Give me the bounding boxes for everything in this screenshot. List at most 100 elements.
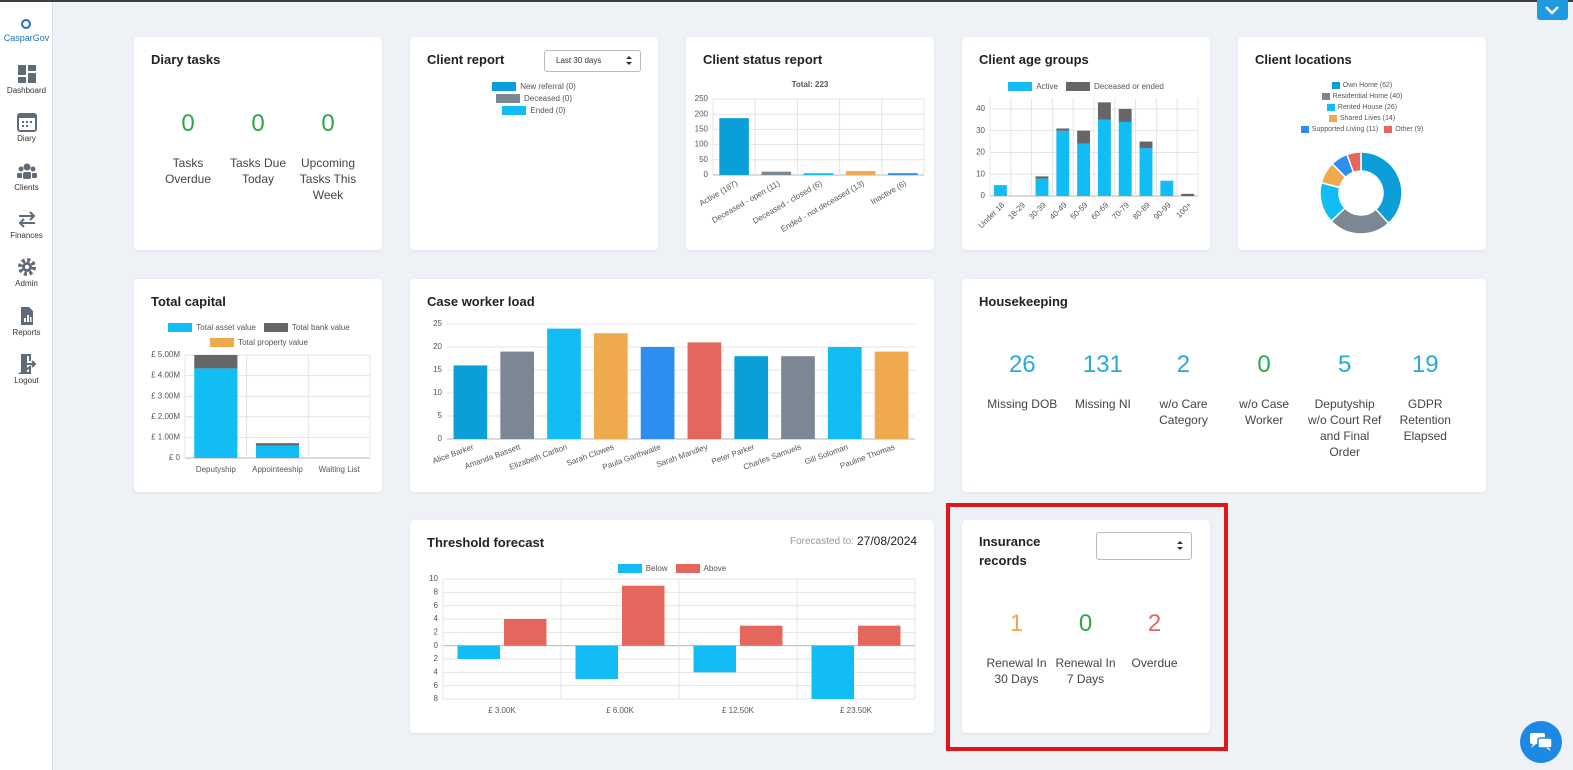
bar <box>1056 128 1070 131</box>
legend-label: Deceased (0) <box>523 94 573 103</box>
stat-value: 0 <box>321 110 335 137</box>
nav-item[interactable]: Dashboard <box>0 64 53 95</box>
y-tick-label: 4 <box>434 614 439 623</box>
icon <box>20 307 33 325</box>
period-select[interactable]: Last 30 days <box>544 50 641 72</box>
legend-item: Shared Lives (14) <box>1328 115 1395 122</box>
donut-segment <box>1330 207 1390 235</box>
stat: 0 Tasks Due Today <box>223 110 293 203</box>
bar <box>1056 130 1070 196</box>
legend-label: Residential Home (40) <box>1332 93 1403 100</box>
bar <box>740 625 783 646</box>
stat-value: 5 <box>1337 351 1352 378</box>
x-tick-label: 90-99 <box>1152 200 1173 221</box>
y-tick-label: 10 <box>976 169 985 178</box>
card-title: Client locations <box>1255 52 1352 67</box>
card-title: Diary tasks <box>151 52 221 67</box>
legend-label: Total asset value <box>196 323 256 332</box>
stat-label: w/o Case Worker <box>1239 397 1290 427</box>
legend-item: Above <box>675 564 727 573</box>
legend-item: Total property value <box>210 338 308 347</box>
nav-item[interactable]: Diary <box>0 112 53 143</box>
chart-title: Total: 223 <box>792 80 829 89</box>
card-title: Client report <box>427 52 505 67</box>
nav-item[interactable]: Reports <box>0 306 53 337</box>
y-tick-label: 15 <box>433 365 442 374</box>
legend-swatch <box>263 323 288 332</box>
y-tick-label: £ 3.00M <box>151 391 180 400</box>
stat-label: Missing NI <box>1074 397 1131 411</box>
legend-swatch <box>1065 82 1090 91</box>
chat-icon <box>1530 733 1553 751</box>
donut-segment <box>1346 151 1362 174</box>
card-title: Client age groups <box>979 52 1089 67</box>
legend-label: Other (9) <box>1395 126 1424 133</box>
x-tick-label: Deceased - closed (6) <box>751 179 824 226</box>
bar <box>993 185 1007 196</box>
brand: CasparGov <box>3 33 50 43</box>
bar <box>453 365 488 439</box>
y-tick-label: 20 <box>433 342 442 351</box>
bar <box>1139 141 1153 149</box>
bar <box>1139 148 1153 196</box>
legend-swatch <box>675 564 700 573</box>
chart: 0 10 20 30 40 Under 18 18-29 30-39 40-49 50-59 60-… <box>976 98 1199 230</box>
chat-button[interactable] <box>1520 721 1562 763</box>
stat: 131 Missing NI <box>1063 351 1144 460</box>
stat: 0 Upcoming Tasks This Week <box>293 110 363 203</box>
x-tick-label: 70-79 <box>1110 200 1131 221</box>
legend-swatch <box>492 82 517 91</box>
bar <box>874 351 909 439</box>
bar <box>693 645 736 673</box>
stats: 26 Missing DOB 131 Missing NI 2 w/o Care Cate… <box>982 351 1466 460</box>
y-tick-label: 8 <box>434 587 439 596</box>
legend-label: Above <box>703 564 727 573</box>
y-tick-label: 150 <box>695 125 709 134</box>
highlight-box <box>946 503 1228 751</box>
y-tick-label: 200 <box>695 109 709 118</box>
x-tick-label: Under 18 <box>977 200 1007 230</box>
bar <box>719 118 749 175</box>
nav-item[interactable]: Admin <box>0 257 53 288</box>
legend-swatch <box>1331 82 1340 89</box>
y-tick-label: £ 0 <box>169 453 181 462</box>
collapse-toggle[interactable] <box>1537 0 1568 20</box>
legend-item: Other (9) <box>1384 126 1423 133</box>
icon <box>16 113 37 132</box>
legend-item: Ended (0) <box>502 106 566 115</box>
logo-icon <box>21 19 31 29</box>
icon <box>18 211 35 228</box>
stats: 1 Renewal In 30 Days 0 Renewal In 7 Days 2 Ov… <box>982 610 1189 687</box>
stat-label: Deputyship w/o Court Ref and Final Order <box>1307 397 1382 459</box>
y-tick-label: 4 <box>434 667 439 676</box>
insurance-select[interactable] <box>1096 532 1192 560</box>
nav-item[interactable]: Finances <box>0 209 53 240</box>
bar <box>1077 143 1091 196</box>
legend-swatch <box>168 323 193 332</box>
nav-item[interactable]: Clients <box>0 161 53 192</box>
nav-item[interactable]: Logout <box>0 354 53 385</box>
legend-label: Deceased or ended <box>1093 82 1164 91</box>
x-tick-label: 100+ <box>1174 200 1193 219</box>
housekeeping-card: Housekeeping 26 Missing DOB 131 Missing NI 2… <box>962 279 1486 492</box>
bar <box>845 171 876 175</box>
x-tick-label: Appointeeship <box>252 465 303 474</box>
stat-value: 2 <box>1176 351 1191 378</box>
x-tick-label: 60-69 <box>1089 200 1110 221</box>
y-tick-label: 50 <box>699 155 708 164</box>
legend-item: Deceased (0) <box>495 94 573 103</box>
stat-value: 0 <box>181 110 195 137</box>
y-tick-label: 0 <box>438 434 443 443</box>
bar <box>1160 180 1174 196</box>
bar <box>1077 130 1091 144</box>
stat: 2 w/o Care Category <box>1143 351 1224 460</box>
donut-segment <box>1320 162 1347 189</box>
stat-label: Overdue <box>1131 656 1178 670</box>
forecast-date: 27/08/2024 <box>857 534 918 548</box>
stat: 1 Renewal In 30 Days <box>982 610 1051 687</box>
bar <box>640 347 675 439</box>
bar <box>622 585 665 646</box>
card-title: Case worker load <box>427 294 535 309</box>
